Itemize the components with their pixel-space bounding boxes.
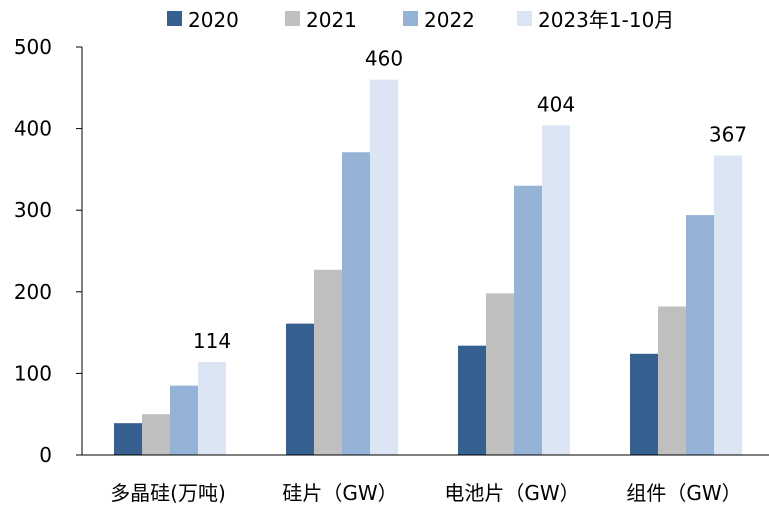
legend-swatch xyxy=(285,11,300,26)
data-label: 114 xyxy=(193,329,231,353)
legend: 2020 2021 2022 2023年1-10月 xyxy=(167,8,674,32)
data-labels: 114 460 404 367 xyxy=(193,47,747,353)
bar xyxy=(114,423,142,455)
legend-swatch xyxy=(517,11,532,26)
y-tick-label: 200 xyxy=(14,280,52,304)
bar xyxy=(342,152,370,455)
bar xyxy=(286,323,314,455)
bar xyxy=(142,414,170,455)
bar xyxy=(686,215,714,455)
data-label: 367 xyxy=(709,123,747,147)
bar xyxy=(314,269,342,455)
x-tick-label: 硅片（GW） xyxy=(282,481,397,505)
legend-label: 2022 xyxy=(424,8,475,32)
y-tick-label: 100 xyxy=(14,361,52,385)
data-label: 404 xyxy=(537,92,575,116)
bar xyxy=(370,79,398,455)
bar xyxy=(630,353,658,455)
x-axis: 多晶硅(万吨) 硅片（GW） 电池片（GW） 组件（GW） xyxy=(82,454,769,505)
x-tick-label: 组件（GW） xyxy=(626,481,741,505)
bar xyxy=(714,155,742,455)
bar xyxy=(486,293,514,455)
legend-swatch xyxy=(167,11,182,26)
bar xyxy=(198,361,226,455)
legend-label: 2021 xyxy=(306,8,357,32)
bar xyxy=(458,345,486,455)
bar xyxy=(514,185,542,455)
x-tick-label: 电池片（GW） xyxy=(444,481,579,505)
y-tick-label: 300 xyxy=(14,198,52,222)
y-tick-label: 0 xyxy=(39,443,52,467)
y-tick-label: 400 xyxy=(14,117,52,141)
y-tick-label: 500 xyxy=(14,35,52,59)
bar xyxy=(542,125,570,455)
legend-label: 2020 xyxy=(188,8,239,32)
bar xyxy=(170,385,198,455)
legend-label: 2023年1-10月 xyxy=(538,8,674,32)
legend-swatch xyxy=(403,11,418,26)
x-tick-label: 多晶硅(万吨) xyxy=(110,481,226,505)
bar xyxy=(658,306,686,455)
y-axis: 0 100 200 300 400 500 xyxy=(14,35,83,467)
data-label: 460 xyxy=(365,47,403,71)
bars xyxy=(114,79,742,455)
